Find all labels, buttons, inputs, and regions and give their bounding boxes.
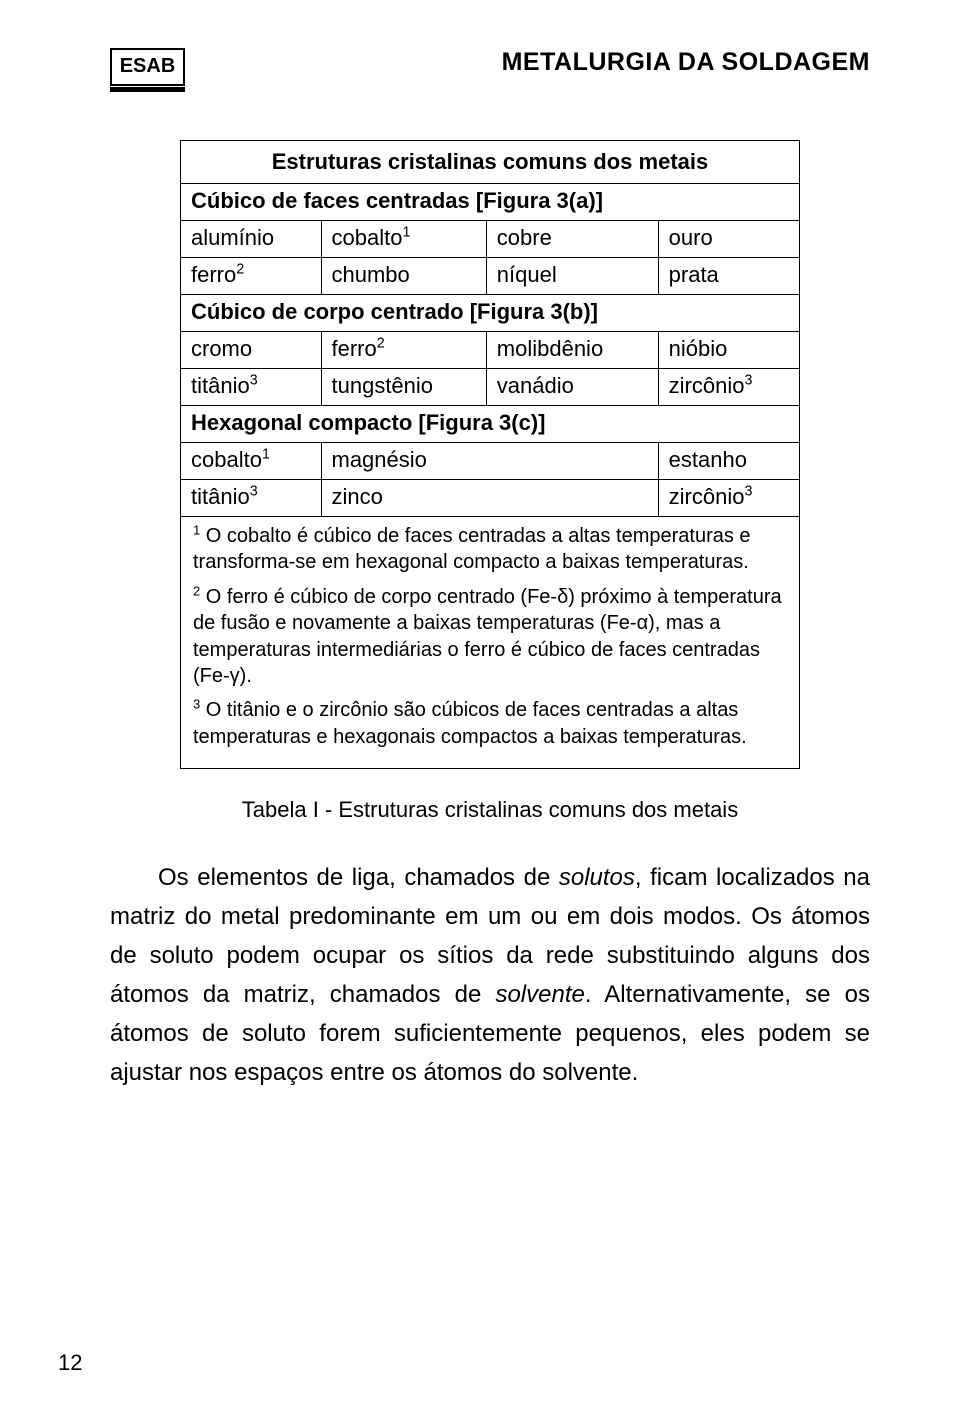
section-hcp: Hexagonal compacto [Figura 3(c)] bbox=[181, 406, 800, 443]
cell: estanho bbox=[658, 443, 799, 480]
cell: cromo bbox=[181, 332, 322, 369]
table-container: Estruturas cristalinas comuns dos metais… bbox=[180, 140, 800, 769]
cell: titânio3 bbox=[181, 480, 322, 517]
cell: chumbo bbox=[321, 258, 486, 295]
cell: cobre bbox=[486, 221, 658, 258]
cell: zircônio3 bbox=[658, 369, 799, 406]
cell: ouro bbox=[658, 221, 799, 258]
cell: titânio3 bbox=[181, 369, 322, 406]
section-hcp-label: Hexagonal compacto [Figura 3(c)] bbox=[181, 406, 800, 443]
table-row: cobalto1 magnésio estanho bbox=[181, 443, 800, 480]
section-bcc-label: Cúbico de corpo centrado [Figura 3(b)] bbox=[181, 295, 800, 332]
page-number: 12 bbox=[58, 1350, 82, 1376]
cell: ferro2 bbox=[321, 332, 486, 369]
crystal-structures-table: Estruturas cristalinas comuns dos metais… bbox=[180, 140, 800, 769]
cell: magnésio bbox=[321, 443, 658, 480]
table-row: cromo ferro2 molibdênio nióbio bbox=[181, 332, 800, 369]
table-notes-row: 1 O cobalto é cúbico de faces centradas … bbox=[181, 517, 800, 769]
table-row: titânio3 tungstênio vanádio zircônio3 bbox=[181, 369, 800, 406]
table-row: ferro2 chumbo níquel prata bbox=[181, 258, 800, 295]
cell: cobalto1 bbox=[181, 443, 322, 480]
logo-text: ESAB bbox=[120, 55, 176, 78]
page-header: ESAB METALURGIA DA SOLDAGEM bbox=[110, 48, 870, 86]
table-title: Estruturas cristalinas comuns dos metais bbox=[181, 141, 800, 184]
cell: prata bbox=[658, 258, 799, 295]
cell: vanádio bbox=[486, 369, 658, 406]
cell: zinco bbox=[321, 480, 658, 517]
body-paragraph: Os elementos de liga, chamados de soluto… bbox=[110, 859, 870, 1092]
cell: cobalto1 bbox=[321, 221, 486, 258]
cell: nióbio bbox=[658, 332, 799, 369]
section-bcc: Cúbico de corpo centrado [Figura 3(b)] bbox=[181, 295, 800, 332]
cell: níquel bbox=[486, 258, 658, 295]
note-1: 1 O cobalto é cúbico de faces centradas … bbox=[193, 523, 787, 576]
cell: ferro2 bbox=[181, 258, 322, 295]
section-fcc: Cúbico de faces centradas [Figura 3(a)] bbox=[181, 184, 800, 221]
table-title-row: Estruturas cristalinas comuns dos metais bbox=[181, 141, 800, 184]
cell: zircônio3 bbox=[658, 480, 799, 517]
cell: molibdênio bbox=[486, 332, 658, 369]
note-2: 2 O ferro é cúbico de corpo centrado (Fe… bbox=[193, 584, 787, 690]
cell: alumínio bbox=[181, 221, 322, 258]
table-row: titânio3 zinco zircônio3 bbox=[181, 480, 800, 517]
italic-term: solutos bbox=[559, 864, 635, 891]
italic-term: solvente bbox=[495, 981, 584, 1008]
section-fcc-label: Cúbico de faces centradas [Figura 3(a)] bbox=[181, 184, 800, 221]
table-notes: 1 O cobalto é cúbico de faces centradas … bbox=[181, 517, 800, 769]
table-caption: Tabela I - Estruturas cristalinas comuns… bbox=[110, 797, 870, 823]
header-title: METALURGIA DA SOLDAGEM bbox=[502, 48, 870, 77]
table-row: alumínio cobalto1 cobre ouro bbox=[181, 221, 800, 258]
logo: ESAB bbox=[110, 48, 185, 86]
cell: tungstênio bbox=[321, 369, 486, 406]
note-3: 3 O titânio e o zircônio são cúbicos de … bbox=[193, 697, 787, 750]
